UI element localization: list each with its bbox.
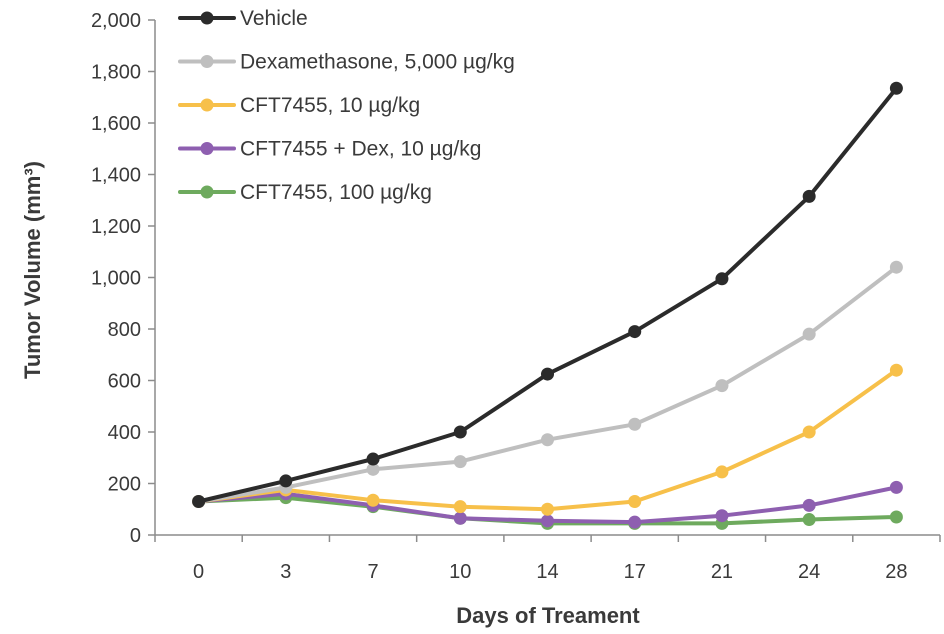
x-tick-label: 21: [711, 561, 733, 583]
legend-swatch-marker: [200, 98, 214, 112]
y-tick-label: 0: [130, 525, 141, 547]
data-point: [541, 514, 554, 528]
data-point: [628, 495, 642, 509]
x-tick-label: 7: [367, 561, 378, 583]
data-point: [889, 363, 903, 377]
data-point: [541, 502, 554, 516]
y-tick-label: 1,800: [91, 62, 141, 84]
data-point: [715, 509, 729, 523]
legend: Vehicle Dexamethasone, 5,000 µg/kg CFT7455…: [178, 7, 515, 204]
data-point: [715, 465, 729, 479]
series-line: [196, 265, 899, 504]
data-point: [541, 433, 554, 447]
y-tick-label: 1,200: [91, 216, 141, 238]
x-tick-label: 17: [624, 561, 646, 583]
legend-label: Dexamethasone, 5,000 µg/kg: [240, 51, 515, 74]
legend-label: CFT7455, 10 µg/kg: [240, 94, 420, 117]
legend-label: CFT7455, 100 µg/kg: [240, 181, 432, 204]
data-point: [628, 325, 642, 339]
legend-swatch-marker: [200, 185, 214, 199]
data-point: [366, 452, 380, 466]
y-tick-label: 600: [108, 371, 141, 393]
data-point: [802, 189, 816, 203]
data-point: [541, 367, 554, 381]
data-point: [802, 425, 816, 439]
y-axis-title: Tumor Volume (mm³): [20, 161, 45, 379]
x-tick-label: 28: [885, 561, 907, 583]
x-tick-label: 24: [798, 561, 820, 583]
x-tick-label: 3: [280, 561, 291, 583]
data-point: [453, 511, 467, 525]
data-point: [366, 462, 380, 476]
y-tick-label: 2,000: [91, 10, 141, 32]
data-point: [889, 81, 903, 95]
data-point: [453, 500, 467, 514]
y-tick-label: 1,600: [91, 113, 141, 135]
data-point: [802, 513, 816, 527]
data-point: [715, 379, 729, 393]
data-point: [889, 480, 903, 494]
x-tick-label: 0: [193, 561, 204, 583]
data-point: [453, 455, 467, 469]
y-tick-label: 400: [108, 422, 141, 444]
data-point: [453, 425, 467, 439]
data-point: [889, 510, 903, 524]
y-tick-label: 800: [108, 319, 141, 341]
data-point: [628, 417, 642, 431]
legend-swatch-marker: [200, 11, 214, 25]
legend-swatch-marker: [200, 55, 214, 68]
y-tick-label: 1,000: [91, 268, 141, 290]
data-point: [889, 260, 903, 274]
legend-swatch-marker: [200, 142, 214, 155]
data-point: [192, 495, 206, 509]
data-point: [715, 272, 729, 286]
legend-label: CFT7455 + Dex, 10 µg/kg: [240, 138, 481, 161]
plot-area: 0 200 400 600 800 1,000 1,200 1,400 1,600 1,800 2,…: [91, 10, 941, 583]
data-point: [802, 327, 816, 341]
y-tick-label: 1,400: [91, 165, 141, 187]
y-tick-label: 200: [108, 474, 141, 496]
data-point: [628, 515, 642, 529]
x-axis-title: Days of Treament: [456, 603, 640, 628]
data-point: [802, 498, 816, 512]
legend-label: Vehicle: [240, 7, 308, 30]
data-point: [366, 493, 380, 507]
x-tick-label: 10: [449, 561, 471, 583]
x-tick-label: 14: [536, 561, 558, 583]
data-point: [279, 474, 293, 488]
